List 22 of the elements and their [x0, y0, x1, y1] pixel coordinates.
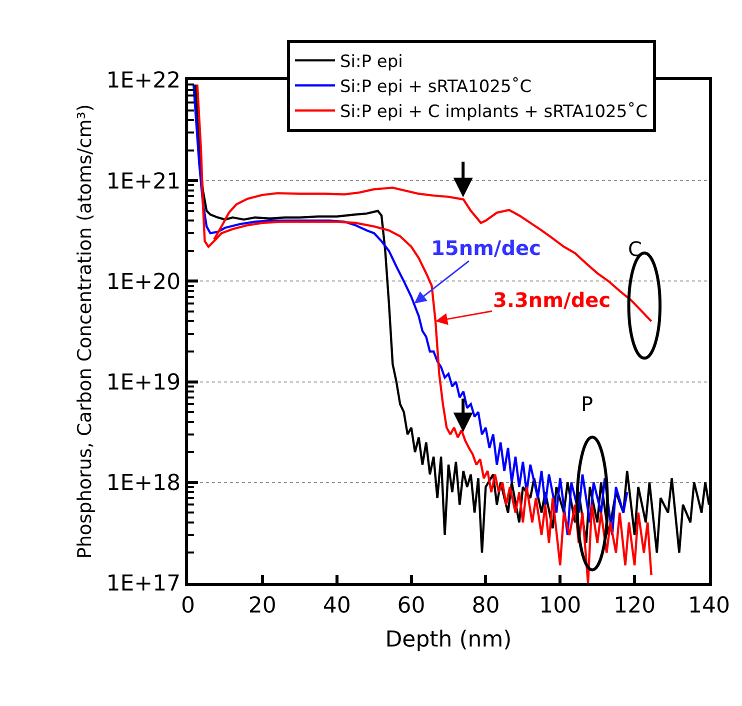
x-tick-label: 80	[472, 593, 500, 618]
x-tick-label: 0	[181, 593, 195, 618]
x-tick-label: 100	[539, 593, 582, 618]
y-axis-title: Phosphorus, Carbon Concentration (atoms/cm³)	[74, 104, 96, 559]
y-tick-label: 1E+22	[106, 68, 181, 94]
annotation: P	[581, 392, 594, 416]
y-tick-label: 1E+19	[106, 370, 181, 396]
annotation: 15nm/dec	[431, 236, 541, 260]
annotation: 3.3nm/dec	[493, 288, 611, 312]
x-tick-label: 20	[248, 593, 276, 618]
legend-label: Si:P epi + C implants + sRTA1025˚C	[340, 102, 648, 122]
y-tick-label: 1E+18	[106, 471, 181, 496]
y-tick-label: 1E+20	[106, 270, 181, 295]
legend-label: Si:P epi + sRTA1025˚C	[340, 77, 532, 98]
y-tick-label: 1E+17	[106, 572, 181, 597]
x-tick-label: 120	[614, 593, 656, 618]
x-tick-label: 140	[688, 593, 730, 618]
x-tick-label: 60	[397, 593, 426, 618]
x-tick-label: 40	[322, 593, 351, 618]
legend-label: Si:P epi	[340, 52, 403, 72]
x-axis-title: Depth (nm)	[385, 627, 512, 652]
y-tick-label: 1E+21	[106, 169, 181, 194]
